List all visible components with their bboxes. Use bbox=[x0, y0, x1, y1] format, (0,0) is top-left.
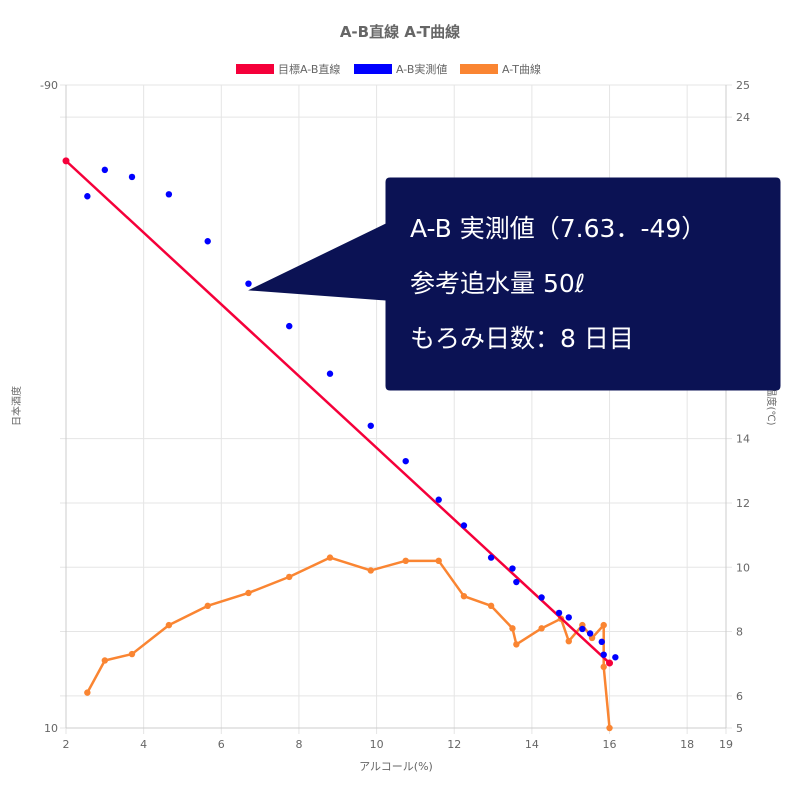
legend-label-1: A-B実測値 bbox=[396, 62, 447, 76]
ab-measured-point-14 bbox=[513, 578, 520, 586]
ab-measured-point-11 bbox=[460, 522, 468, 529]
ab-measured-point-6 bbox=[286, 322, 293, 330]
ab-measured-point-15 bbox=[538, 594, 545, 601]
y-right-tick-label-4: 12 bbox=[736, 497, 750, 510]
at-point-15 bbox=[538, 625, 545, 632]
ab-target-point-1 bbox=[606, 659, 614, 667]
at-point-2 bbox=[128, 650, 136, 658]
at-point-3 bbox=[165, 621, 173, 629]
ab-measured-point-1 bbox=[101, 166, 109, 174]
at-point-17 bbox=[565, 637, 572, 645]
x-tick-label-6: 14 bbox=[525, 738, 539, 751]
ab-measured-point-10 bbox=[435, 496, 442, 503]
y-right-tick-label-2: 8 bbox=[736, 626, 743, 639]
ab-target-point-0 bbox=[62, 157, 70, 165]
x-tick-label-4: 10 bbox=[370, 738, 384, 751]
ab-measured-point-3 bbox=[165, 191, 173, 198]
at-point-13 bbox=[509, 625, 516, 632]
ab-measured-point-22 bbox=[612, 654, 619, 661]
at-point-11 bbox=[460, 592, 468, 600]
chart-title: A-B直線 A-T曲線 bbox=[340, 23, 460, 41]
ab-measured-point-21 bbox=[600, 651, 607, 658]
ab-measured-point-2 bbox=[128, 173, 136, 181]
at-point-12 bbox=[487, 602, 495, 610]
ab-measured-point-7 bbox=[326, 370, 334, 377]
at-point-4 bbox=[204, 602, 211, 610]
ab-measured-point-12 bbox=[487, 554, 495, 561]
x-tick-label-8: 18 bbox=[680, 738, 694, 751]
at-curve-line bbox=[86, 556, 611, 729]
ab-measured-point-0 bbox=[84, 193, 91, 200]
x-tick-label-3: 8 bbox=[295, 738, 302, 751]
x-axis-label: アルコール(%) bbox=[359, 760, 433, 773]
ab-measured-point-16 bbox=[555, 609, 563, 617]
at-point-9 bbox=[402, 557, 409, 565]
y-left-tick-label-1: 10 bbox=[44, 722, 58, 735]
at-point-6 bbox=[286, 573, 293, 581]
at-point-21 bbox=[600, 663, 607, 671]
ab-measured-point-20 bbox=[598, 638, 605, 646]
x-tick-label-0: 2 bbox=[63, 738, 70, 751]
y-right-axis-label: 温度(℃) bbox=[765, 386, 778, 425]
at-point-22 bbox=[606, 724, 613, 732]
at-point-5 bbox=[245, 589, 252, 597]
at-point-8 bbox=[367, 567, 374, 574]
callout-bubble bbox=[248, 177, 781, 391]
y-right-tick-label-6: 24 bbox=[736, 111, 750, 124]
at-point-7 bbox=[326, 554, 334, 561]
y-right-tick-label-5: 14 bbox=[736, 433, 750, 446]
x-tick-label-5: 12 bbox=[447, 738, 461, 751]
at-point-10 bbox=[435, 557, 442, 565]
callout-line-2: 参考追水量 50ℓ bbox=[410, 269, 585, 298]
ab-measured-point-4 bbox=[204, 238, 211, 245]
ab-measured-point-13 bbox=[509, 565, 516, 572]
legend-swatch-0 bbox=[236, 64, 274, 74]
ab-measured-point-17 bbox=[565, 614, 572, 621]
y-right-tick-label-1: 6 bbox=[736, 690, 743, 703]
ab-measured-point-18 bbox=[579, 625, 586, 633]
legend-label-2: A-T曲線 bbox=[502, 62, 541, 76]
callout-line-1: A-B 実測値（7.63．-49） bbox=[410, 214, 706, 243]
ab-measured-point-9 bbox=[402, 457, 409, 465]
x-tick-label-1: 4 bbox=[140, 738, 147, 751]
callout-line-3: もろみ日数：8 日目 bbox=[410, 324, 634, 353]
ab-target-line bbox=[65, 159, 611, 664]
x-tick-label-9: 19 bbox=[719, 738, 733, 751]
legend-label-0: 目標A-B直線 bbox=[278, 62, 340, 76]
ab-measured-point-19 bbox=[586, 630, 594, 637]
ab-measured-point-8 bbox=[367, 422, 374, 429]
x-tick-label-7: 16 bbox=[603, 738, 617, 751]
y-left-axis-label: 日本酒度 bbox=[10, 386, 23, 426]
legend-swatch-1 bbox=[354, 64, 392, 74]
at-point-0 bbox=[84, 689, 91, 696]
at-point-1 bbox=[101, 657, 109, 664]
y-right-tick-label-0: 5 bbox=[736, 722, 743, 735]
y-right-tick-label-3: 10 bbox=[736, 561, 750, 574]
y-right-tick-label-7: 25 bbox=[736, 79, 750, 92]
ab-measured-point-5 bbox=[245, 280, 252, 287]
at-point-20 bbox=[600, 621, 607, 629]
x-tick-label-2: 6 bbox=[218, 738, 225, 751]
y-left-tick-label-0: -90 bbox=[40, 79, 58, 92]
at-point-14 bbox=[513, 641, 520, 648]
legend-swatch-2 bbox=[460, 64, 498, 74]
